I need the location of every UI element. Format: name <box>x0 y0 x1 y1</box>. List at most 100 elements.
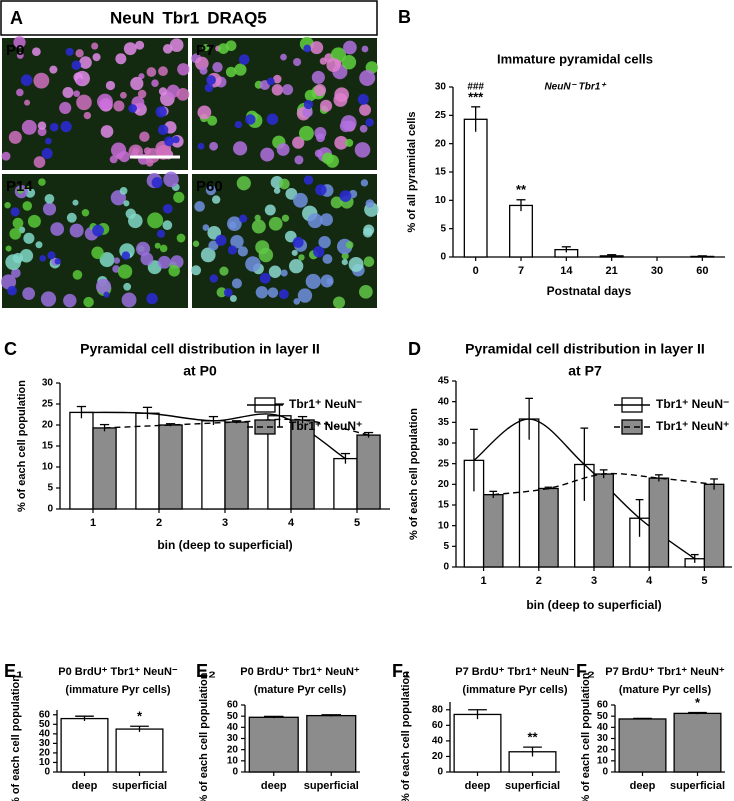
image-label: P14 <box>6 178 33 195</box>
legend-label: DRAQ5 <box>207 8 267 27</box>
cell <box>136 241 151 256</box>
cell <box>21 119 37 135</box>
cell <box>343 40 357 55</box>
y-axis-label: % of all pyramidal cells <box>406 111 418 232</box>
bar <box>518 418 540 568</box>
fit-curve <box>104 418 369 436</box>
cell <box>255 286 269 299</box>
y-axis-label: % of each cell population <box>10 675 22 801</box>
nucleus <box>238 54 250 65</box>
y-tick-label: 60 <box>39 709 51 720</box>
cell <box>166 84 180 98</box>
x-tick-label: 2 <box>156 517 162 529</box>
x-tick-label: 0 <box>473 265 479 277</box>
error-bar <box>516 199 526 212</box>
cell <box>121 292 137 308</box>
nucleus <box>266 77 275 86</box>
x-tick-label: 5 <box>701 575 707 587</box>
cell <box>113 100 125 112</box>
y-tick-label: 0 <box>44 767 50 778</box>
bar <box>356 434 381 510</box>
cell <box>191 265 202 276</box>
cell <box>38 178 46 186</box>
y-tick-label: 30 <box>597 733 609 744</box>
y-tick-label: 20 <box>42 420 54 431</box>
y-tick-label: 60 <box>432 720 444 731</box>
bar <box>538 487 559 568</box>
cell <box>322 254 333 264</box>
cell <box>359 103 371 116</box>
y-tick-label: 0 <box>440 252 446 263</box>
cell <box>302 107 313 118</box>
cell <box>151 79 159 87</box>
x-tick-label: 21 <box>606 265 618 277</box>
cell <box>83 296 94 308</box>
cell <box>113 257 121 264</box>
cell <box>330 196 343 209</box>
y-tick-label: 0 <box>232 767 238 778</box>
cell <box>27 214 41 228</box>
legend-label: Tbr1⁺ NeuN⁻ <box>656 397 729 411</box>
cell <box>99 252 115 268</box>
cell <box>281 214 290 222</box>
panel-label: C <box>4 339 17 359</box>
cell <box>33 72 50 89</box>
micrograph: P0 <box>1 36 190 170</box>
cell <box>5 245 12 252</box>
cell <box>208 240 219 251</box>
nucleus <box>103 291 110 298</box>
y-tick-label: 10 <box>42 462 54 473</box>
micrograph: P14 <box>0 171 188 308</box>
cell <box>176 88 190 101</box>
chart-title: Immature pyramidal cells <box>497 51 653 66</box>
y-axis-label: % of each cell population <box>16 380 28 512</box>
y-tick-label: 5 <box>440 223 446 234</box>
x-tick-label: superficial <box>304 780 359 792</box>
nucleus <box>223 288 233 297</box>
y-tick-label: 50 <box>597 711 609 722</box>
x-tick-label: deep <box>261 780 287 792</box>
cell <box>279 178 290 190</box>
nucleus <box>128 104 137 113</box>
y-tick-label: 10 <box>597 755 609 766</box>
y-tick-label: 40 <box>432 736 444 747</box>
chart-subtitle: at P0 <box>183 363 217 379</box>
cell <box>163 171 179 188</box>
cell <box>267 287 279 298</box>
cell <box>360 179 369 187</box>
x-tick-label: superficial <box>670 780 725 792</box>
bar <box>224 421 249 510</box>
cell <box>66 212 77 223</box>
y-tick-label: 20 <box>39 748 51 759</box>
nucleus <box>162 203 173 214</box>
cell <box>100 125 114 138</box>
error-bar <box>468 709 487 720</box>
error-bar <box>471 106 481 132</box>
cell <box>255 240 270 255</box>
cell <box>341 252 349 260</box>
cell <box>236 176 251 191</box>
cell <box>280 53 287 61</box>
cell <box>40 291 57 307</box>
y-tick-label: 0 <box>47 504 53 515</box>
cell <box>37 127 47 137</box>
cell <box>311 70 325 84</box>
bar <box>673 712 722 773</box>
nucleus <box>303 44 312 53</box>
bar <box>593 473 614 568</box>
x-tick-label: deep <box>465 780 491 792</box>
error-bar <box>633 717 652 720</box>
nucleus <box>65 47 74 56</box>
cell <box>320 213 333 227</box>
cell <box>348 256 364 272</box>
cell <box>31 47 41 57</box>
y-tick-label: 30 <box>42 378 54 389</box>
cell <box>16 88 24 97</box>
cell <box>310 41 324 55</box>
x-tick-label: 1 <box>90 517 96 529</box>
cell <box>207 115 218 126</box>
cell <box>49 65 58 74</box>
cell <box>158 66 168 77</box>
nucleus <box>151 177 163 189</box>
